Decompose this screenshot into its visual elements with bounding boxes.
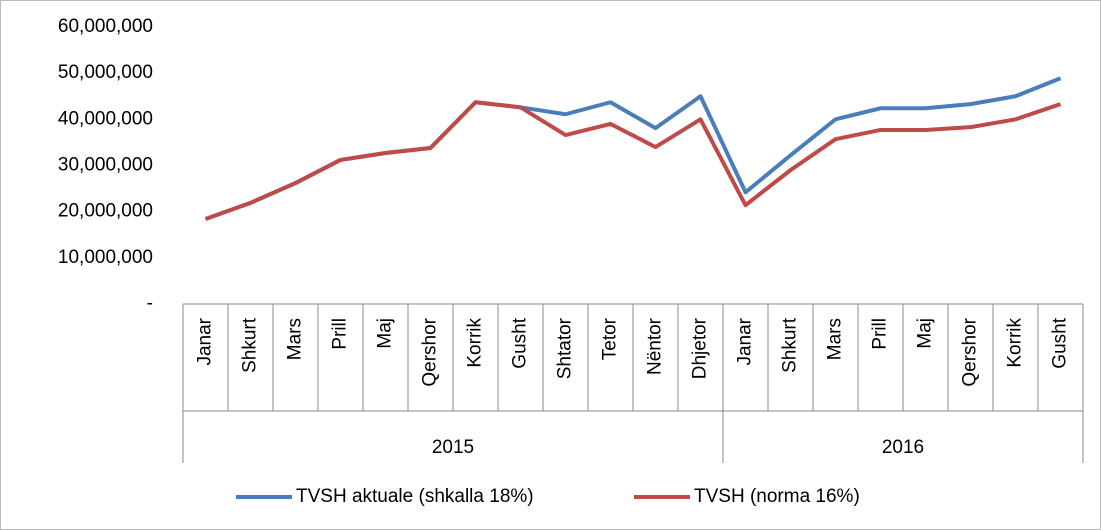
x-tick-label: Korrik <box>465 318 486 368</box>
x-tick-label: Janar <box>735 317 756 365</box>
x-tick-label: Shkurt <box>240 317 261 373</box>
y-tick-label: 30,000,000 <box>58 155 153 176</box>
y-tick-label: 20,000,000 <box>58 201 153 222</box>
x-tick-label: Korrik <box>1005 318 1026 368</box>
x-tick-label: Prill <box>870 318 891 350</box>
x-tick-label: Mars <box>825 318 846 360</box>
series-line <box>204 100 1062 221</box>
x-tick-label: Tetor <box>600 317 621 360</box>
y-tick-label: 40,000,000 <box>58 108 153 129</box>
x-tick-label: Shtator <box>555 317 576 379</box>
y-tick-label: 10,000,000 <box>58 247 153 268</box>
x-tick-label: Maj <box>375 318 396 349</box>
x-tick-label: Janar <box>195 317 216 365</box>
group-label: 2015 <box>432 437 474 458</box>
x-tick-label: Qershor <box>420 317 441 386</box>
x-tick-label: Shkurt <box>780 317 801 373</box>
y-tick-label: 60,000,000 <box>58 16 153 37</box>
x-tick-label: Prill <box>330 318 351 350</box>
x-tick-label: Qershor <box>960 317 981 386</box>
y-tick-label: - <box>147 293 153 314</box>
y-tick-label: 50,000,000 <box>58 62 153 83</box>
legend-label: TVSH aktuale (shkalla 18%) <box>296 486 534 507</box>
x-tick-label: Maj <box>915 318 936 349</box>
x-tick-label: Gusht <box>510 317 531 368</box>
x-tick-label: Gusht <box>1050 317 1071 368</box>
x-tick-label: Nëntor <box>645 317 666 375</box>
group-label: 2016 <box>882 437 924 458</box>
x-tick-label: Mars <box>285 318 306 360</box>
x-tick-label: Dhjetor <box>690 317 711 379</box>
legend-label: TVSH (norma 16%) <box>694 486 860 507</box>
